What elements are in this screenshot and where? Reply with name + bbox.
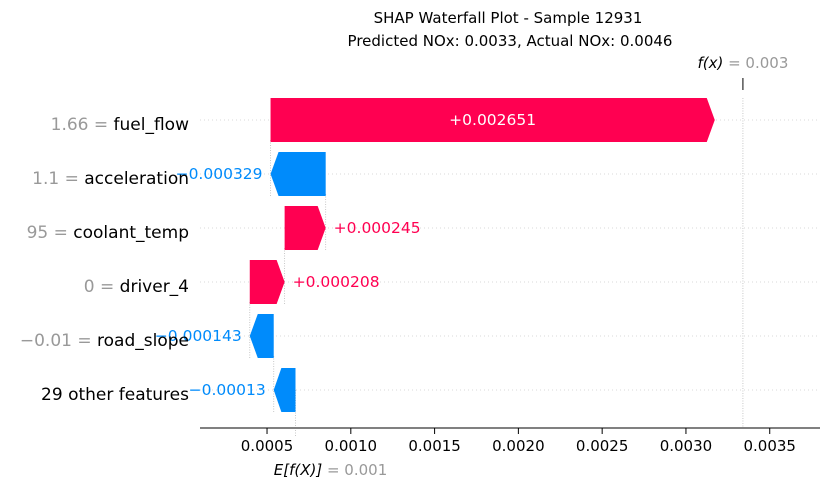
feature-name: fuel_flow bbox=[114, 115, 190, 135]
feature-value: 1.66 = bbox=[51, 115, 114, 135]
fx-label: f(x) bbox=[697, 54, 723, 72]
bar-value-label: −0.00013 bbox=[189, 381, 266, 399]
feature-label: 0 = driver_4 bbox=[84, 277, 189, 297]
feature-label: 95 = coolant_temp bbox=[27, 223, 189, 243]
feature-value: −0.01 = bbox=[20, 331, 97, 351]
chart-title-line1: SHAP Waterfall Plot - Sample 12931 bbox=[374, 9, 643, 27]
feature-label: −0.01 = road_slope bbox=[20, 331, 189, 351]
x-tick-label: 0.0010 bbox=[325, 437, 378, 455]
x-tick-label: 0.0015 bbox=[408, 437, 461, 455]
feature-value: 95 = bbox=[27, 223, 74, 243]
ex-annotation: E[f(X)] = 0.001 bbox=[274, 461, 388, 479]
bar-coolant_temp bbox=[284, 206, 326, 250]
bar-driver_4 bbox=[249, 260, 285, 304]
bar-value-label: −0.000329 bbox=[176, 165, 263, 183]
x-tick-label: 0.0025 bbox=[576, 437, 629, 455]
feature-label: 1.1 = acceleration bbox=[32, 169, 189, 189]
x-tick-label: 0.0035 bbox=[743, 437, 796, 455]
fx-value: = 0.003 bbox=[723, 54, 788, 72]
fx-annotation: f(x) = 0.003 bbox=[697, 54, 788, 72]
feature-name: coolant_temp bbox=[73, 223, 189, 243]
feature-value: 1.1 = bbox=[32, 169, 84, 189]
x-tick-label: 0.0020 bbox=[492, 437, 545, 455]
x-tick-label: 0.0030 bbox=[660, 437, 713, 455]
bar-acceleration bbox=[270, 152, 326, 196]
bar-value-label: +0.000208 bbox=[293, 273, 380, 291]
bar-value-label: +0.000245 bbox=[334, 219, 421, 237]
x-tick-label: 0.0005 bbox=[241, 437, 294, 455]
bar-value-label: +0.002651 bbox=[449, 111, 536, 129]
bar-fuel_flow bbox=[270, 98, 715, 142]
chart-title-line2: Predicted NOx: 0.0033, Actual NOx: 0.004… bbox=[348, 32, 673, 50]
feature-name: road_slope bbox=[97, 331, 189, 351]
bar-29-other-features bbox=[273, 368, 296, 412]
feature-label: 29 other features bbox=[41, 385, 189, 405]
feature-name: acceleration bbox=[84, 169, 189, 189]
ex-value: = 0.001 bbox=[322, 461, 387, 479]
feature-name: driver_4 bbox=[120, 277, 189, 297]
bar-value-label: −0.000143 bbox=[155, 327, 242, 345]
feature-label: 1.66 = fuel_flow bbox=[51, 115, 189, 135]
feature-name: 29 other features bbox=[41, 385, 189, 405]
ex-label: E[f(X)] bbox=[274, 461, 323, 479]
feature-value: 0 = bbox=[84, 277, 120, 297]
bar-road_slope bbox=[249, 314, 274, 358]
